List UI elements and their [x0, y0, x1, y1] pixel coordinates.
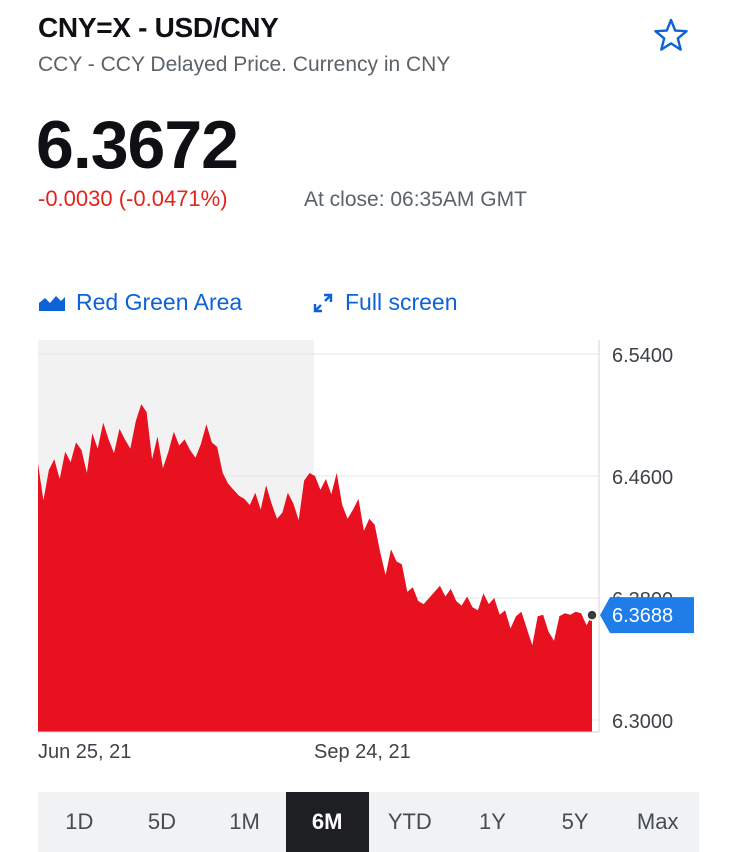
range-tab-5y[interactable]: 5Y — [561, 809, 589, 834]
chart-type-button[interactable]: Red Green Area — [38, 289, 242, 316]
expand-icon — [313, 293, 333, 312]
range-tab-1d[interactable]: 1D — [65, 809, 94, 834]
range-tab-5d[interactable]: 5D — [147, 809, 176, 834]
current-value-dot — [586, 609, 598, 621]
y-tick-label: 6.5400 — [612, 345, 673, 367]
area-chart-icon — [39, 295, 65, 311]
y-tick-label: 6.3000 — [612, 711, 673, 733]
close-time: At close: 06:35AM GMT — [304, 188, 527, 211]
range-tab-1m[interactable]: 1M — [229, 809, 260, 834]
symbol-title: CNY=X - USD/CNY — [38, 12, 279, 43]
current-value-tag — [600, 597, 694, 634]
star-icon[interactable] — [651, 16, 691, 56]
range-tab-6m[interactable]: 6M — [285, 792, 369, 852]
current-value-marker: 6.3688 — [586, 597, 694, 634]
current-price: 6.3672 — [36, 107, 239, 183]
fullscreen-label: Full screen — [345, 289, 458, 315]
quote-subtitle: CCY - CCY Delayed Price. Currency in CNY — [38, 53, 451, 76]
current-value-label: 6.3688 — [612, 605, 673, 627]
range-tab-1y[interactable]: 1Y — [478, 809, 506, 834]
fullscreen-button[interactable]: Full screen — [311, 289, 457, 316]
price-area — [38, 404, 592, 732]
x-tick-label: Jun 25, 21 — [38, 741, 131, 763]
price-change: -0.0030 (-0.0471%) — [38, 186, 228, 211]
y-tick-label: 6.4600 — [612, 467, 673, 489]
range-tab-ytd[interactable]: YTD — [387, 809, 432, 834]
range-tab-max[interactable]: Max — [636, 809, 679, 834]
x-tick-label: Sep 24, 21 — [314, 741, 411, 763]
range-selector: 1D 5D 1M 6M YTD 1Y 5Y Max — [38, 792, 699, 852]
chart-type-label: Red Green Area — [76, 289, 243, 315]
